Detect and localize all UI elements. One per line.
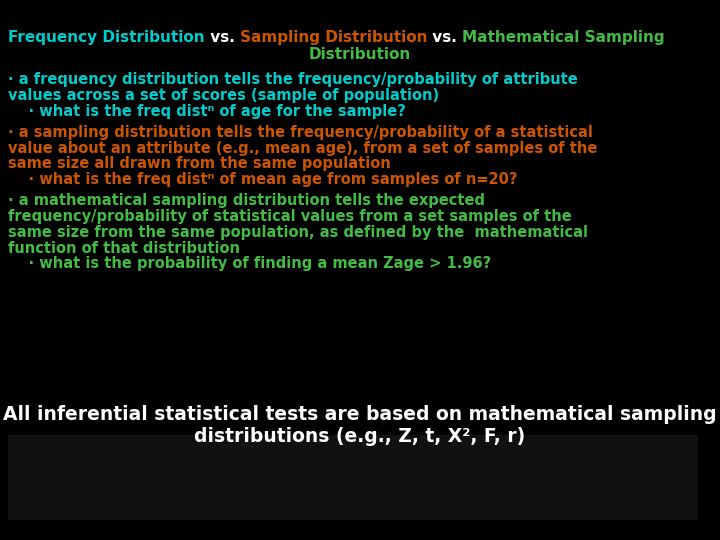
Text: All inferential statistical tests are based on mathematical sampling: All inferential statistical tests are ba… [3,405,717,424]
Text: value about an attribute (e.g., mean age), from a set of samples of the: value about an attribute (e.g., mean age… [8,140,598,156]
Text: · what is the probability of finding a mean Zage > 1.96?: · what is the probability of finding a m… [8,256,491,272]
FancyBboxPatch shape [8,435,698,520]
Text: · a sampling distribution tells the frequency/probability of a statistical: · a sampling distribution tells the freq… [8,125,593,140]
Text: values across a set of scores (sample of population): values across a set of scores (sample of… [8,88,439,103]
Text: vs.: vs. [204,30,240,45]
Text: · what is the freq distⁿ of age for the sample?: · what is the freq distⁿ of age for the … [8,104,406,119]
Text: · what is the freq distⁿ of mean age from samples of n=20?: · what is the freq distⁿ of mean age fro… [8,172,518,187]
Text: · a mathematical sampling distribution tells the expected: · a mathematical sampling distribution t… [8,193,485,208]
Text: same size all drawn from the same population: same size all drawn from the same popula… [8,157,391,171]
Text: Distribution: Distribution [309,47,411,62]
Text: frequency/probability of statistical values from a set samples of the: frequency/probability of statistical val… [8,209,572,224]
Text: · a frequency distribution tells the frequency/probability of attribute: · a frequency distribution tells the fre… [8,72,577,87]
Text: distributions (e.g., Z, t, X², F, r): distributions (e.g., Z, t, X², F, r) [194,427,526,446]
Text: same size from the same population, as defined by the  mathematical: same size from the same population, as d… [8,225,588,240]
Text: Mathematical Sampling: Mathematical Sampling [462,30,665,45]
Text: vs.: vs. [427,30,462,45]
Text: Sampling Distribution: Sampling Distribution [240,30,427,45]
Text: Frequency Distribution: Frequency Distribution [8,30,204,45]
Text: function of that distribution: function of that distribution [8,241,240,255]
